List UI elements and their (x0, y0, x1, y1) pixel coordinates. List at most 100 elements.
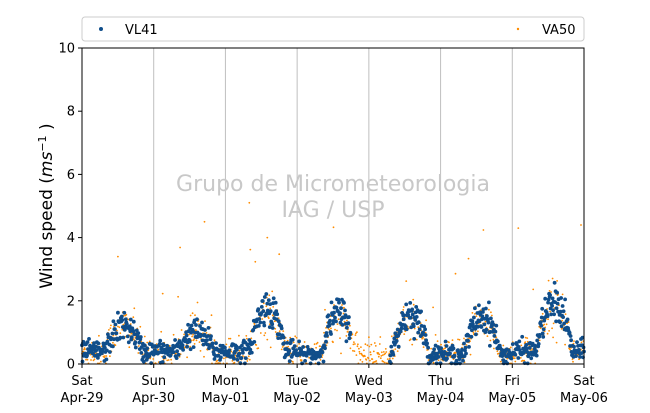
data-point-vl41 (347, 336, 352, 341)
data-point-vl41 (227, 348, 232, 353)
data-point-va50 (489, 339, 492, 342)
data-point-va50 (349, 324, 351, 327)
data-point-va50 (287, 345, 290, 348)
data-point-va50 (332, 341, 334, 344)
data-point-vl41 (234, 344, 239, 349)
data-point-va50 (274, 331, 277, 333)
data-point-va50 (513, 357, 516, 360)
data-point-va50 (346, 331, 349, 333)
data-point-va50 (193, 343, 196, 345)
data-point-va50 (269, 307, 272, 310)
data-point-vl41 (426, 345, 430, 350)
data-point-va50 (457, 338, 459, 341)
data-point-va50 (552, 336, 554, 339)
data-point-va50 (191, 335, 194, 338)
data-point-va50 (394, 348, 397, 350)
data-point-vl41 (138, 335, 143, 339)
data-point-vl41 (524, 346, 529, 351)
data-point-va50 (336, 329, 338, 332)
data-point-va50 (189, 314, 192, 317)
data-point-va50 (128, 346, 131, 349)
data-point-vl41 (410, 307, 415, 312)
data-point-vl41 (287, 359, 292, 364)
data-point-va50 (233, 361, 236, 364)
data-point-va50 (195, 329, 197, 331)
data-point-vl41 (270, 322, 275, 327)
data-point-va50 (380, 355, 383, 357)
data-point-vl41 (460, 347, 464, 352)
data-point-vl41 (329, 332, 333, 336)
data-point-va50 (168, 344, 171, 347)
data-point-va50 (436, 340, 439, 342)
data-point-va50 (417, 326, 420, 329)
data-point-va50 (93, 358, 96, 361)
data-point-vl41 (555, 301, 560, 306)
data-point-va50 (143, 335, 146, 338)
data-point-vl41 (323, 346, 327, 351)
data-point-va50 (238, 334, 240, 337)
data-point-vl41 (324, 339, 328, 344)
data-point-vl41 (326, 313, 331, 318)
data-point-vl41 (444, 344, 449, 348)
data-point-vl41 (285, 341, 290, 345)
data-point-vl41 (327, 323, 332, 328)
data-point-va50 (118, 326, 121, 329)
data-point-va50 (271, 314, 274, 317)
data-point-va50 (369, 351, 372, 354)
data-point-vl41 (262, 295, 267, 299)
data-point-vl41 (348, 330, 353, 335)
data-point-va50 (139, 325, 142, 328)
data-point-va50 (514, 360, 517, 363)
data-point-va50 (157, 348, 160, 351)
data-point-vl41 (559, 324, 564, 329)
data-point-vl41 (561, 315, 565, 319)
data-point-vl41 (575, 340, 579, 344)
data-point-va50 (245, 335, 248, 337)
data-point-vl41 (396, 344, 401, 349)
data-point-va50 (289, 336, 292, 339)
data-point-va50 (132, 338, 135, 341)
data-point-vl41 (200, 320, 204, 325)
data-point-va50 (548, 330, 550, 332)
data-point-va50 (359, 352, 361, 355)
data-point-va50 (91, 356, 94, 358)
data-point-va50 (448, 341, 450, 344)
watermark-line-2: IAG / USP (282, 198, 385, 223)
data-point-vl41 (320, 350, 325, 355)
data-point-va50 (523, 359, 526, 362)
data-point-vl41 (199, 332, 203, 337)
data-point-va50 (469, 353, 472, 356)
data-point-va50 (451, 339, 454, 341)
data-point-vl41 (551, 308, 555, 313)
data-point-va50 (372, 350, 375, 353)
data-point-va50 (354, 343, 356, 345)
data-point-va50 (369, 359, 371, 362)
data-point-va50 (295, 336, 298, 339)
data-point-vl41 (198, 324, 202, 328)
data-point-va50 (471, 312, 474, 314)
data-point-va50 (569, 348, 571, 351)
plot-frame (81, 47, 585, 365)
data-point-va50 (484, 320, 487, 323)
data-point-vl41 (325, 333, 329, 338)
data-point-va50 (371, 358, 374, 360)
data-point-va50 (213, 339, 216, 342)
data-point-va50 (130, 332, 133, 335)
data-point-vl41 (297, 339, 301, 344)
data-point-vl41 (257, 317, 262, 321)
data-point-vl41 (482, 322, 487, 327)
data-point-va50 (382, 351, 385, 353)
data-point-vl41 (329, 300, 334, 305)
data-point-vl41 (119, 314, 124, 319)
data-point-vl41 (113, 322, 118, 327)
data-point-vl41 (344, 339, 349, 344)
data-point-va50 (442, 348, 445, 350)
data-point-va50 (267, 317, 270, 320)
data-point-va50 (127, 318, 130, 321)
data-point-va50 (499, 360, 502, 363)
data-point-vl41 (235, 357, 240, 362)
data-point-vl41 (537, 333, 542, 337)
data-point-va50 (273, 320, 276, 323)
data-point-vl41 (423, 327, 427, 332)
data-point-vl41 (94, 348, 99, 352)
